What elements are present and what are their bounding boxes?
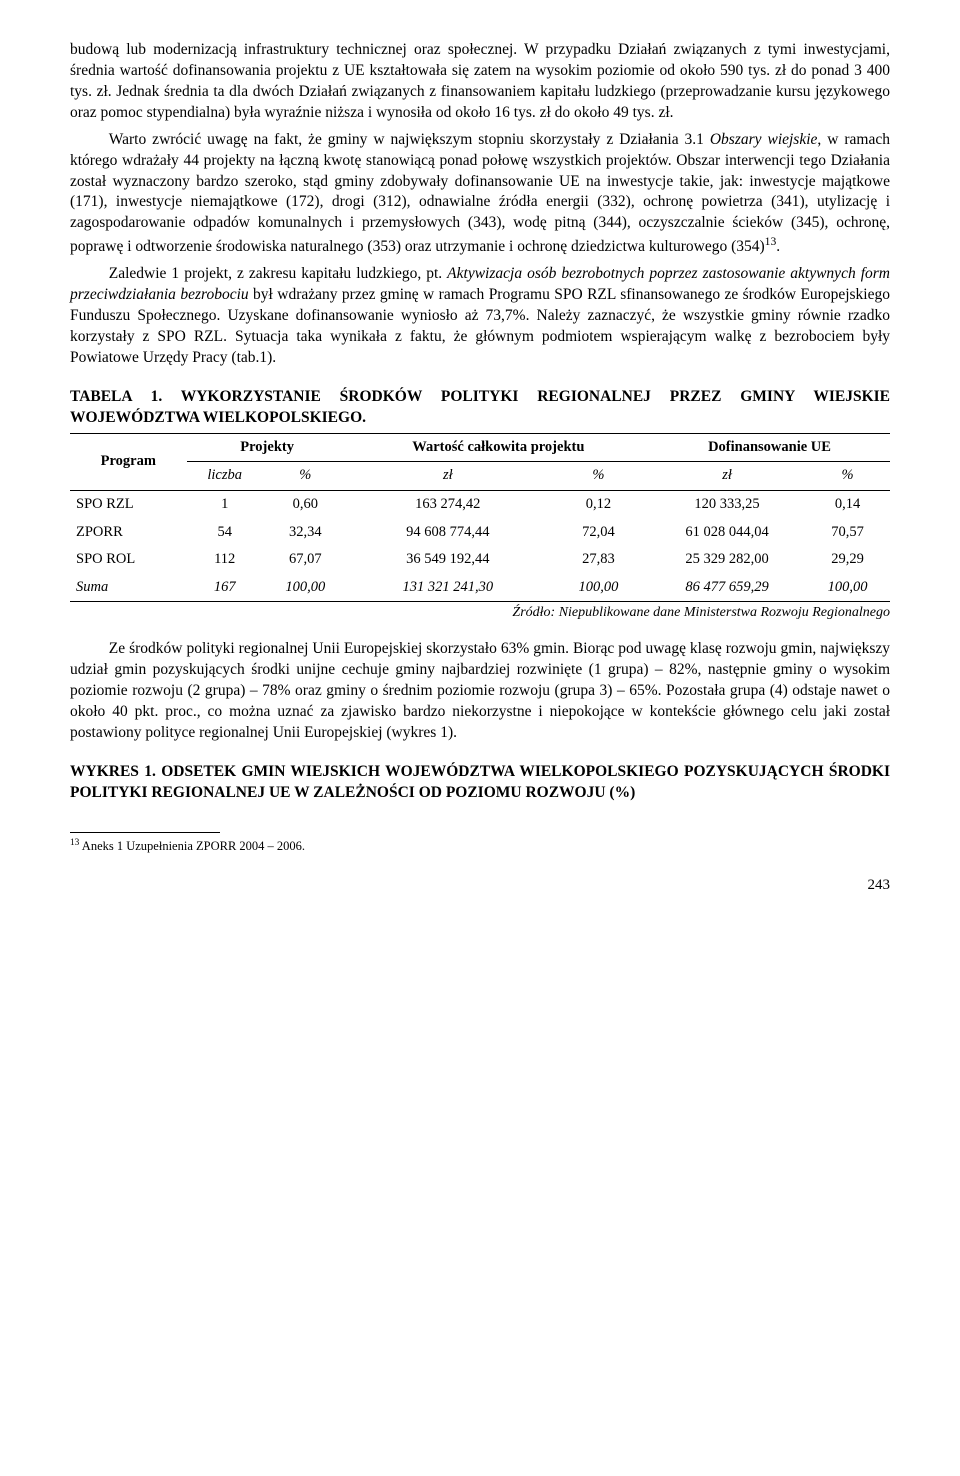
footnote-13: 13 Aneks 1 Uzupełnienia ZPORR 2004 – 200… bbox=[70, 837, 890, 855]
p2-part-c: . bbox=[776, 238, 780, 255]
p2-part-a: Warto zwrócić uwagę na fakt, że gminy w … bbox=[109, 131, 710, 148]
table-row: SPO RZL10,60163 274,420,12120 333,250,14 bbox=[70, 490, 890, 518]
table-row: Suma167100,00131 321 241,30100,0086 477 … bbox=[70, 574, 890, 602]
page-number: 243 bbox=[70, 875, 890, 895]
col-wartosc: Wartość całkowita projektu bbox=[348, 433, 649, 462]
table-source: Źródło: Niepublikowane dane Ministerstwa… bbox=[70, 604, 890, 623]
sub-pct3: % bbox=[805, 462, 890, 491]
sub-pct1: % bbox=[263, 462, 348, 491]
col-projekty: Projekty bbox=[187, 433, 348, 462]
footnote-ref-13: 13 bbox=[765, 235, 777, 248]
footnote-separator bbox=[70, 832, 220, 833]
table-row: SPO ROL11267,0736 549 192,4427,8325 329 … bbox=[70, 546, 890, 574]
table-cell: 36 549 192,44 bbox=[348, 546, 548, 574]
table-cell: SPO RZL bbox=[70, 490, 187, 518]
table-cell: Suma bbox=[70, 574, 187, 602]
table-cell: 0,12 bbox=[548, 490, 649, 518]
p3-part-a: Zaledwie 1 projekt, z zakresu kapitału l… bbox=[109, 265, 447, 282]
table-cell: 0,60 bbox=[263, 490, 348, 518]
table-cell: 94 608 774,44 bbox=[348, 519, 548, 547]
table-cell: 54 bbox=[187, 519, 263, 547]
table-cell: ZPORR bbox=[70, 519, 187, 547]
sub-zl2: zł bbox=[649, 462, 805, 491]
table-cell: 1 bbox=[187, 490, 263, 518]
table-cell: 120 333,25 bbox=[649, 490, 805, 518]
footnote-number: 13 bbox=[70, 838, 79, 848]
paragraph-1: budową lub modernizacją infrastruktury t… bbox=[70, 40, 890, 124]
table-cell: 67,07 bbox=[263, 546, 348, 574]
table-cell: 131 321 241,30 bbox=[348, 574, 548, 602]
table-head-row-1: Program Projekty Wartość całkowita proje… bbox=[70, 433, 890, 462]
table-cell: 100,00 bbox=[805, 574, 890, 602]
sub-liczba: liczba bbox=[187, 462, 263, 491]
chart-1-heading: WYKRES 1. ODSETEK GMIN WIEJSKICH WOJEWÓD… bbox=[70, 762, 890, 804]
table-cell: SPO ROL bbox=[70, 546, 187, 574]
table-cell: 72,04 bbox=[548, 519, 649, 547]
table-cell: 86 477 659,29 bbox=[649, 574, 805, 602]
table-cell: 163 274,42 bbox=[348, 490, 548, 518]
table-cell: 167 bbox=[187, 574, 263, 602]
table-cell: 100,00 bbox=[263, 574, 348, 602]
table-head-row-2: liczba % zł % zł % bbox=[70, 462, 890, 491]
table-cell: 70,57 bbox=[805, 519, 890, 547]
paragraph-4: Ze środków polityki regionalnej Unii Eur… bbox=[70, 639, 890, 744]
col-program: Program bbox=[70, 433, 187, 490]
table-body: SPO RZL10,60163 274,420,12120 333,250,14… bbox=[70, 490, 890, 601]
table-cell: 25 329 282,00 bbox=[649, 546, 805, 574]
table-cell: 112 bbox=[187, 546, 263, 574]
paragraph-3: Zaledwie 1 projekt, z zakresu kapitału l… bbox=[70, 264, 890, 369]
paragraph-2: Warto zwrócić uwagę na fakt, że gminy w … bbox=[70, 130, 890, 259]
col-dof: Dofinansowanie UE bbox=[649, 433, 890, 462]
table-cell: 29,29 bbox=[805, 546, 890, 574]
table-cell: 0,14 bbox=[805, 490, 890, 518]
table-cell: 32,34 bbox=[263, 519, 348, 547]
table-cell: 27,83 bbox=[548, 546, 649, 574]
table-row: ZPORR5432,3494 608 774,4472,0461 028 044… bbox=[70, 519, 890, 547]
table-1-heading: TABELA 1. WYKORZYSTANIE ŚRODKÓW POLITYKI… bbox=[70, 387, 890, 429]
sub-pct2: % bbox=[548, 462, 649, 491]
table-cell: 61 028 044,04 bbox=[649, 519, 805, 547]
footnote-text: Aneks 1 Uzupełnienia ZPORR 2004 – 2006. bbox=[79, 839, 305, 853]
sub-zl1: zł bbox=[348, 462, 548, 491]
table-1: Program Projekty Wartość całkowita proje… bbox=[70, 433, 890, 602]
p2-italic: Obszary wiejskie bbox=[710, 131, 818, 148]
table-cell: 100,00 bbox=[548, 574, 649, 602]
